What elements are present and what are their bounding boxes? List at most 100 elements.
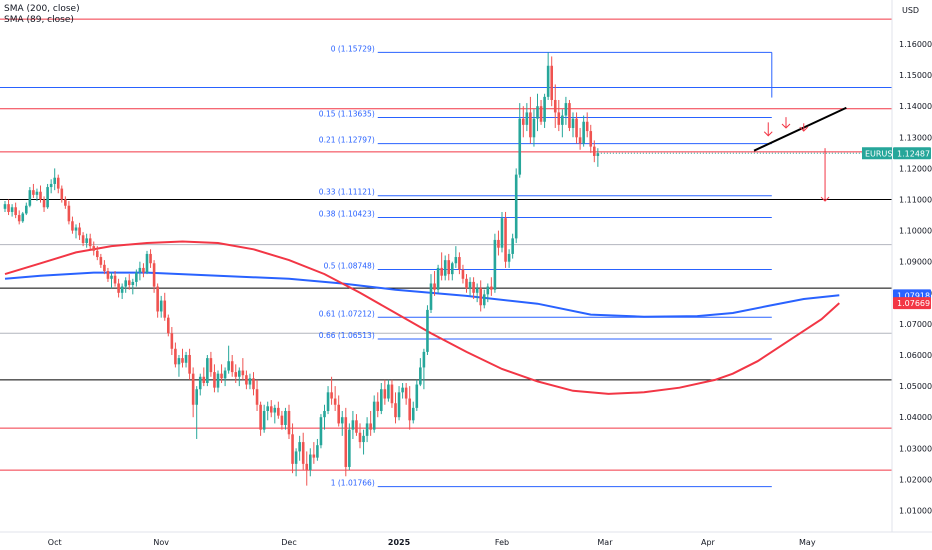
candle-bear — [92, 246, 96, 251]
down-arrow-head — [781, 123, 791, 129]
candle-bear — [39, 191, 42, 200]
candle-bull — [525, 112, 529, 125]
candle-bull — [319, 417, 323, 446]
candle-bull — [362, 435, 365, 443]
candle-bear — [497, 239, 500, 248]
candle-bear — [127, 280, 131, 286]
candlestick-series — [3, 52, 600, 486]
candle-bear — [78, 227, 81, 236]
price-tag-bg — [893, 297, 931, 310]
candle-bear — [234, 372, 238, 377]
down-arrow-head — [820, 196, 830, 202]
price-tag-value: 1.07669 — [897, 299, 930, 308]
legend-sma200[interactable]: SMA (200, close) — [4, 4, 80, 14]
candle-bull — [486, 286, 490, 295]
fib-level-label: 0.61 (1.07212) — [319, 309, 375, 318]
candle-bear — [568, 103, 571, 128]
candle-bear — [202, 376, 206, 383]
candle-bear — [103, 264, 106, 272]
symbol-tag-bg — [862, 147, 892, 160]
candle-bull — [543, 96, 546, 122]
candle-bear — [522, 118, 525, 125]
candle-bear — [7, 204, 10, 212]
moving-averages — [4, 240, 840, 395]
candle-bull — [110, 275, 113, 279]
candle-bull — [351, 420, 355, 430]
candle-bear — [472, 281, 475, 293]
candle-bull — [46, 187, 49, 208]
annotations — [753, 106, 847, 202]
candle-bull — [120, 286, 124, 293]
fib-level-label: 0.15 (1.13635) — [319, 110, 375, 119]
candle-bear — [88, 238, 92, 247]
candle-bear — [458, 257, 461, 270]
candle-bear — [333, 398, 337, 405]
candle-bear — [32, 190, 35, 195]
candle-bear — [394, 403, 397, 418]
time-tick-label: Dec — [281, 538, 296, 547]
candle-bear — [230, 361, 234, 373]
candle-bear — [252, 378, 255, 390]
candle-bull — [49, 183, 53, 188]
candle-bull — [451, 263, 454, 275]
legend-sma89[interactable]: SMA (89, close) — [4, 15, 74, 25]
candle-bull — [159, 300, 163, 312]
candle-bear — [575, 118, 578, 138]
candle-bull — [500, 218, 504, 248]
candle-bull — [511, 238, 514, 254]
candle-bull — [348, 429, 351, 467]
candle-bull — [238, 370, 241, 377]
candle-bear — [390, 384, 394, 404]
candle-bull — [124, 280, 127, 287]
candle-bull — [10, 207, 14, 212]
candle-bull — [426, 309, 429, 352]
candle-bull — [419, 367, 422, 385]
candle-bear — [113, 275, 117, 284]
candle-bear — [550, 65, 553, 100]
candle-bear — [117, 283, 120, 293]
candle-bear — [170, 333, 174, 349]
currency-label[interactable]: USD — [902, 6, 919, 15]
candle-bull — [74, 227, 78, 231]
candle-bull — [216, 373, 220, 388]
price-tick-label: 1.07000 — [899, 320, 932, 329]
candle-bear — [181, 358, 184, 363]
fib-level-label: 0.66 (1.06513) — [319, 331, 375, 340]
price-tick-label: 1.09000 — [899, 258, 932, 267]
price-tick-label: 1.02000 — [899, 475, 932, 484]
candle-bull — [422, 351, 426, 368]
candle-bear — [355, 420, 358, 433]
candle-bear — [209, 358, 213, 373]
candle-bull — [3, 204, 7, 209]
candle-bear — [156, 286, 159, 312]
candle-bear — [344, 417, 348, 467]
candle-bear — [490, 286, 493, 290]
candle-bull — [28, 190, 32, 206]
candle-bear — [56, 177, 60, 189]
price-tick-label: 1.13000 — [899, 133, 932, 142]
fib-level-label: 1 (1.01766) — [331, 479, 375, 488]
price-tag-bg — [893, 147, 931, 160]
candle-bear — [479, 288, 482, 306]
candle-bear — [96, 250, 99, 258]
candle-bear — [269, 406, 273, 413]
candle-bull — [596, 153, 600, 156]
candle-bull — [195, 389, 198, 405]
candle-bull — [284, 410, 287, 425]
price-tick-label: 1.10000 — [899, 227, 932, 236]
price-tick-label: 1.03000 — [899, 444, 932, 453]
candle-bull — [493, 239, 497, 290]
fib-level-label: 0.33 (1.11121) — [319, 188, 375, 197]
candle-bull — [85, 238, 88, 244]
price-tick-label: 1.04000 — [899, 413, 932, 422]
candle-bear — [174, 348, 177, 365]
candle-bull — [518, 118, 522, 175]
horizontal-levels — [0, 18, 892, 471]
down-arrow-head — [799, 126, 809, 132]
candle-bear — [539, 106, 543, 122]
candle-bear — [593, 146, 596, 156]
trendline — [753, 106, 847, 152]
time-tick-label: Nov — [153, 538, 169, 547]
